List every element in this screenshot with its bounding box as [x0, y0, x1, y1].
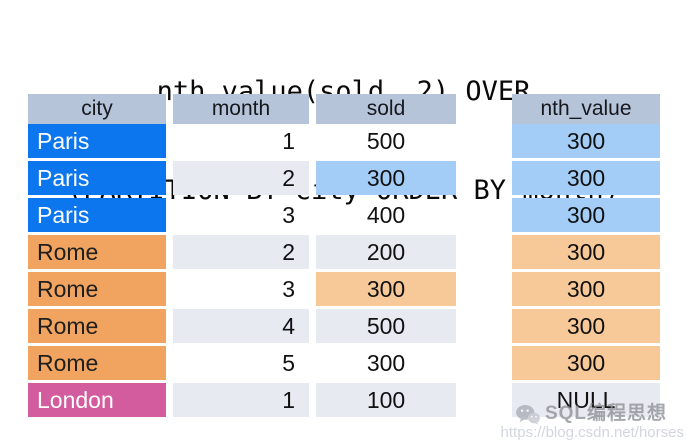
watermark-name: SQL编程思想 — [544, 403, 667, 424]
cell-nth-value: 300 — [512, 235, 660, 269]
cell-nth-value: 300 — [512, 272, 660, 306]
cell-month: 2 — [173, 161, 309, 195]
cell-sold: 500 — [316, 309, 456, 343]
cell-sold: 300 — [366, 349, 406, 376]
cell-nth-value: 300 — [512, 198, 660, 232]
header-sold: sold — [316, 94, 456, 124]
watermark-url: https://blog.csdn.net/horses — [500, 424, 684, 441]
cell-month: 2 — [173, 235, 309, 269]
cell-sold: 400 — [366, 201, 406, 228]
cell-nth-value: 300 — [512, 309, 660, 343]
cell-month: 1 — [173, 383, 309, 417]
table-row: Rome 5 300 300 — [28, 346, 660, 380]
wechat-icon — [516, 404, 540, 425]
header-city: city — [28, 94, 166, 124]
cell-sold: 300 — [316, 272, 456, 306]
table-row: Paris 1 500 300 — [28, 124, 660, 158]
column-gap — [456, 272, 512, 273]
cell-month: 4 — [173, 309, 309, 343]
cell-nth-value: NULL — [512, 383, 660, 417]
column-gap — [456, 309, 512, 310]
header-month: month — [173, 94, 309, 124]
cell-city: Paris — [28, 161, 166, 195]
cell-city: Rome — [28, 272, 166, 306]
column-gap — [456, 383, 512, 384]
table-row: Rome 4 500 300 — [28, 309, 660, 343]
column-gap — [456, 198, 512, 199]
cell-month: 1 — [282, 127, 295, 154]
cell-month: 3 — [282, 201, 295, 228]
cell-month: 5 — [282, 349, 295, 376]
cell-nth-value: 300 — [512, 124, 660, 158]
cell-nth-value: 300 — [512, 346, 660, 380]
header-nth-value: nth_value — [512, 94, 660, 124]
table-row: Rome 2 200 300 — [28, 235, 660, 269]
table-row: Paris 3 400 300 — [28, 198, 660, 232]
table-header-row: city month sold nth_value — [28, 94, 660, 124]
cell-city: Paris — [28, 198, 166, 232]
column-gap — [456, 161, 512, 162]
table-row: London 1 100 NULL — [28, 383, 660, 417]
cell-city: Rome — [28, 309, 166, 343]
cell-sold: 200 — [316, 235, 456, 269]
column-gap — [456, 124, 512, 125]
cell-nth-value: 300 — [512, 161, 660, 195]
data-table: city month sold nth_value Paris 1 500 30… — [28, 94, 660, 417]
cell-city: Paris — [28, 124, 166, 158]
watermark-brand: SQL编程思想 — [501, 403, 667, 425]
cell-sold: 100 — [316, 383, 456, 417]
column-gap — [456, 94, 512, 95]
table-row: Paris 2 300 300 — [28, 161, 660, 195]
cell-sold: 300 — [316, 161, 456, 195]
table-row: Rome 3 300 300 — [28, 272, 660, 306]
column-gap — [456, 346, 512, 347]
cell-city: London — [28, 383, 166, 417]
cell-month: 3 — [282, 275, 295, 302]
table-body: Paris 1 500 300 Paris 2 300 300 Paris 3 … — [28, 124, 660, 417]
cell-sold: 500 — [366, 127, 406, 154]
column-gap — [456, 235, 512, 236]
cell-city: Rome — [28, 235, 166, 269]
cell-city: Rome — [28, 346, 166, 380]
watermark: SQL编程思想 https://blog.csdn.net/horses — [501, 403, 687, 442]
